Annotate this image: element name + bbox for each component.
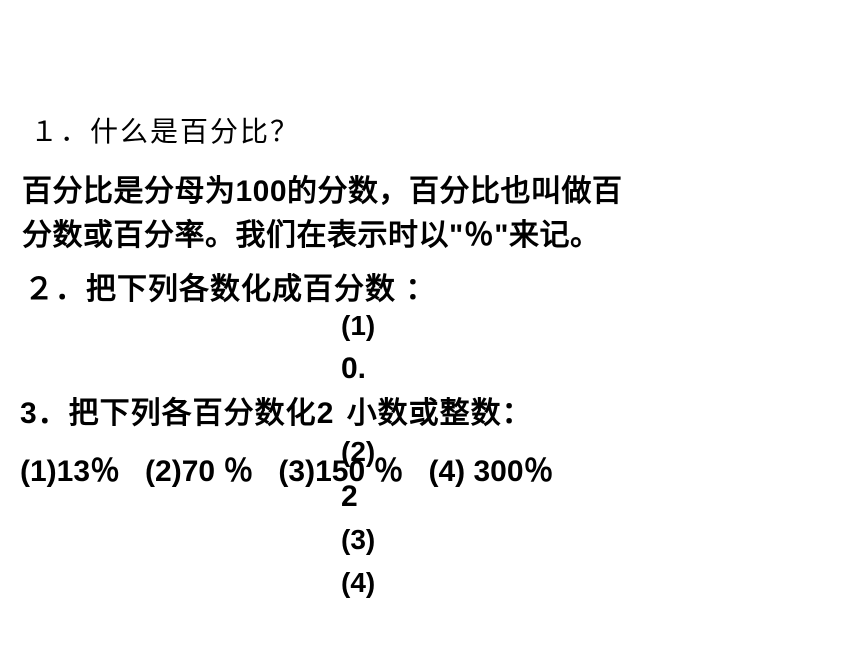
question-3-title-left: 3．把下列各百分数化 (20, 397, 317, 430)
question-3-items-left: (1)13％ (2)70 ％ (3) (20, 455, 315, 488)
center-text-2: 0. (341, 352, 366, 386)
question-3-title-right: 小数或整数： (347, 397, 533, 430)
slide-container: １．什么是百分比？ 百分比是分母为100的分数，百分比也叫做百 分数或百分率。我… (0, 0, 860, 645)
center-text-7: (4) (341, 567, 375, 599)
question-3-title: 3．把下列各百分数化2小数或整数： (20, 388, 533, 432)
question-1-answer-line2: 分数或百分率。我们在表示时以"％"来记。 (22, 210, 600, 254)
question-1-title: １．什么是百分比？ (30, 110, 300, 150)
question-3-items: (1)13％ (2)70 ％ (3)150 ％ (4) 300％ (20, 446, 554, 490)
question-3-items-right: ％ (4) 300％ (365, 455, 553, 488)
question-1-answer-line1: 百分比是分母为100的分数，百分比也叫做百 (22, 166, 623, 210)
center-text-1: (1) (341, 310, 375, 342)
question-3-items-mid: 150 (315, 455, 365, 488)
center-text-6: (3) (341, 524, 375, 556)
center-text-3-inline: 2 (317, 397, 347, 431)
question-2-title: ２．把下列各数化成百分数 ： (24, 264, 436, 308)
